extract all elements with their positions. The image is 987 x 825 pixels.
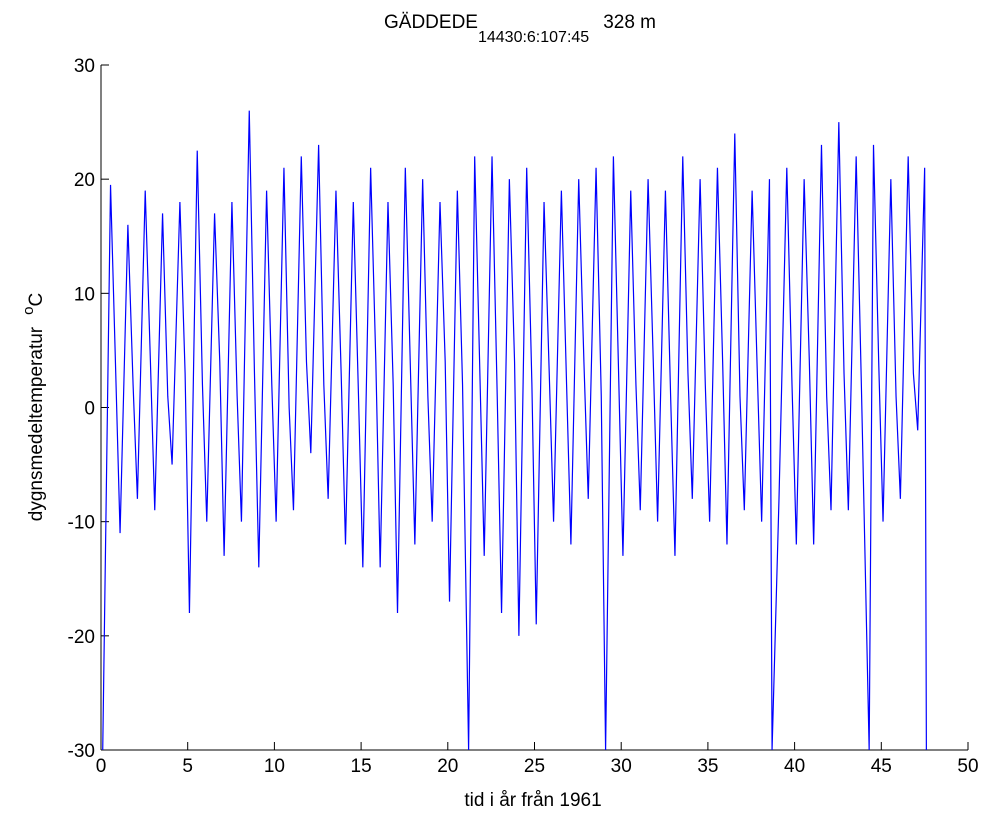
x-axis-label: tid i år från 1961	[464, 790, 601, 811]
y-label-unit: C	[26, 293, 47, 307]
x-tick-label: 5	[182, 756, 193, 777]
x-tick-label: 25	[524, 756, 545, 777]
chart-title: GÄDDEDE14430:6:107:45 328 m	[384, 12, 656, 46]
y-tick-label: -10	[68, 513, 95, 534]
x-tick-label: 35	[697, 756, 718, 777]
y-tick-label: 10	[74, 284, 95, 305]
title-suffix: 328 m	[603, 12, 656, 33]
y-tick-label: 0	[84, 399, 95, 420]
x-tick-label: 20	[437, 756, 458, 777]
x-tick-label: 10	[264, 756, 285, 777]
x-tick-label: 15	[351, 756, 372, 777]
y-label-main: dygnsmedeltemperatur	[26, 326, 47, 521]
x-tick-label: 50	[957, 756, 978, 777]
y-axis-label: dygnsmedeltemperatur oC	[20, 293, 47, 521]
x-tick-label: 45	[871, 756, 892, 777]
y-tick-label: -30	[68, 741, 95, 762]
x-tick-label: 30	[611, 756, 632, 777]
y-label-superscript: o	[20, 307, 37, 315]
x-tick-label: 0	[96, 756, 107, 777]
data-line	[102, 110, 927, 751]
y-tick-label: -20	[68, 627, 95, 648]
y-tick-label: 30	[74, 56, 95, 77]
title-main: GÄDDEDE	[384, 12, 478, 33]
title-subscript: 14430:6:107:45	[478, 29, 589, 46]
x-tick-label: 40	[784, 756, 805, 777]
y-tick-label: 20	[74, 170, 95, 191]
